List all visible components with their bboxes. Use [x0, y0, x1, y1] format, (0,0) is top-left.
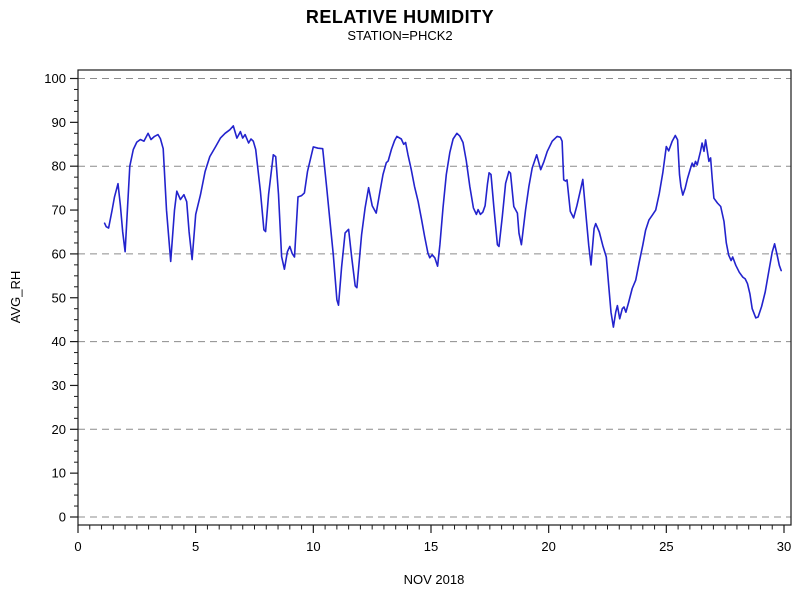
x-axis-title: NOV 2018: [404, 572, 465, 587]
plot-frame: [77, 69, 792, 526]
y-tick-label: 40: [52, 334, 66, 349]
y-tick-label: 60: [52, 246, 66, 261]
x-tick-label: 20: [541, 539, 555, 554]
x-tick-label: 10: [306, 539, 320, 554]
chart-subtitle: STATION=PHCK2: [347, 28, 453, 43]
x-tick-label: 15: [424, 539, 438, 554]
y-tick-label: 30: [52, 378, 66, 393]
y-tick-label: 20: [52, 422, 66, 437]
x-tick-label: 25: [659, 539, 673, 554]
y-tick-label: 100: [44, 71, 66, 86]
x-axis-tick-labels: 0 5 10 15 20 25 30: [74, 539, 791, 554]
x-tick-label: 30: [777, 539, 791, 554]
y-tick-label: 10: [52, 466, 66, 481]
y-gridlines: [78, 78, 791, 518]
humidity-line: [103, 125, 783, 328]
y-tick-label: 50: [52, 290, 66, 305]
y-axis-ticks: [70, 77, 78, 518]
x-axis-ticks: [77, 525, 785, 533]
y-tick-label: 80: [52, 159, 66, 174]
x-tick-label: 0: [74, 539, 81, 554]
chart-title: RELATIVE HUMIDITY: [305, 7, 495, 27]
y-tick-label: 70: [52, 203, 66, 218]
y-axis-tick-labels: 0 10 20 30 40 50 60 70 80 90 100: [44, 71, 66, 525]
y-tick-label: 0: [59, 510, 66, 525]
y-axis-title: AVG_RH: [8, 271, 23, 324]
x-tick-label: 5: [192, 539, 199, 554]
y-tick-label: 90: [52, 115, 66, 130]
